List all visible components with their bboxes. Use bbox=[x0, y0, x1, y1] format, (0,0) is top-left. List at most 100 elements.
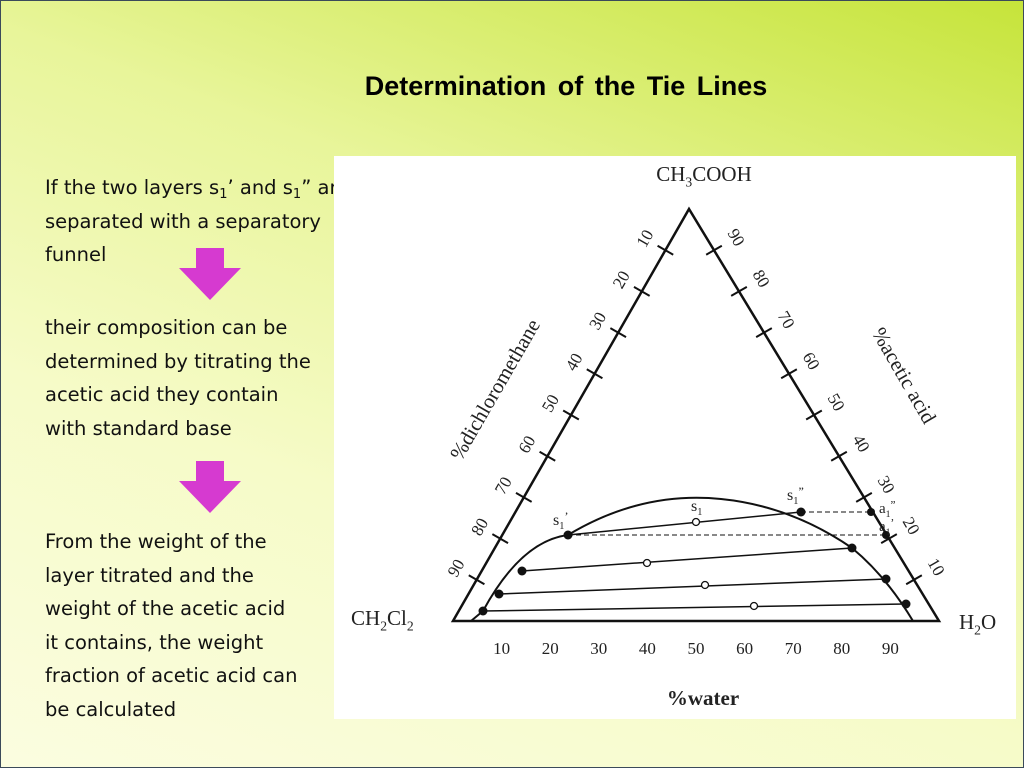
text-run: funnel bbox=[45, 243, 107, 266]
text-run: ’ bbox=[564, 509, 568, 523]
text-line: acetic acid they contain bbox=[45, 378, 311, 412]
tick-label: 30 bbox=[585, 309, 610, 333]
slide-title: Determination of the Tie Lines bbox=[364, 71, 768, 101]
subscript: 1 bbox=[886, 527, 891, 538]
text-line: weight of the acetic acid bbox=[45, 592, 297, 626]
tick-label: 50 bbox=[688, 639, 705, 658]
point-label: s1’ bbox=[553, 509, 568, 532]
tie-line bbox=[482, 603, 907, 612]
text-run: COOH bbox=[692, 162, 752, 186]
tick-mark bbox=[491, 533, 509, 544]
text-line: funnel bbox=[45, 238, 349, 272]
tick-label: 60 bbox=[736, 639, 753, 658]
down-arrow bbox=[179, 248, 241, 300]
vertex-label: CH2Cl2 bbox=[351, 606, 414, 633]
layer-point bbox=[901, 599, 911, 609]
tick-label: 60 bbox=[799, 349, 824, 373]
text-run: a bbox=[879, 501, 886, 517]
tick-label: 20 bbox=[899, 514, 924, 538]
layer-point bbox=[478, 606, 488, 616]
down-arrow bbox=[179, 461, 241, 513]
text-run: ” bbox=[798, 484, 803, 498]
text-run: s bbox=[691, 498, 697, 515]
text-run: with standard base bbox=[45, 416, 232, 440]
axis-label: %water bbox=[667, 686, 739, 710]
text-run: CH bbox=[656, 162, 685, 186]
tick-label: 80 bbox=[749, 267, 774, 291]
layer-point bbox=[494, 589, 504, 599]
vertex-label: H2O bbox=[959, 610, 996, 637]
text-run: fraction of acetic acid can bbox=[45, 664, 298, 687]
text-run: a bbox=[879, 519, 886, 535]
binodal-curve bbox=[470, 496, 914, 622]
mixture-point bbox=[749, 601, 759, 611]
subscript: 3 bbox=[685, 174, 692, 189]
layer-point bbox=[517, 566, 527, 576]
text-run: If the two layers s bbox=[45, 176, 220, 199]
tick-label: 50 bbox=[538, 391, 563, 415]
text-run: weight of the acetic acid bbox=[45, 597, 286, 620]
mixture-point bbox=[642, 558, 652, 568]
point-label: a1” bbox=[879, 500, 896, 520]
vertex-label: CH3COOH bbox=[656, 162, 752, 189]
text-run: Cl bbox=[387, 606, 407, 630]
tick-mark bbox=[539, 450, 556, 462]
tick-mark bbox=[515, 492, 533, 503]
text-run: determined by titrating the bbox=[45, 349, 311, 373]
text-run: From the weight of the bbox=[45, 530, 267, 553]
text-line: it contains, the weight bbox=[45, 626, 297, 660]
layer-point bbox=[847, 543, 857, 553]
subscript: 2 bbox=[974, 622, 981, 637]
point-label: a1’ bbox=[879, 518, 894, 538]
tick-label: 10 bbox=[924, 555, 949, 579]
tick-label: 30 bbox=[590, 639, 607, 658]
text-run: ’ and s bbox=[227, 176, 293, 199]
tick-label: 80 bbox=[833, 639, 850, 658]
text-run: H bbox=[959, 610, 974, 634]
text-run: acetic acid they contain bbox=[45, 383, 279, 406]
text-run: ” bbox=[891, 500, 896, 512]
mixture-point bbox=[691, 517, 701, 527]
text-block: If the two layers s1’ and s1” are separat… bbox=[45, 171, 349, 272]
text-run: s bbox=[787, 487, 793, 504]
point-label: s1 bbox=[691, 498, 702, 518]
tick-label: 70 bbox=[491, 474, 516, 498]
text-block: their composition can be determined by ti… bbox=[45, 311, 311, 445]
point bbox=[867, 508, 875, 516]
subscript: 1 bbox=[292, 187, 302, 202]
tick-mark bbox=[657, 244, 674, 256]
tick-mark bbox=[609, 327, 627, 338]
tick-label: 40 bbox=[849, 431, 874, 455]
text-run: their composition can be bbox=[45, 316, 288, 339]
diagram-panel bbox=[334, 156, 1016, 719]
text-block: From the weight of the layer titrated and… bbox=[45, 525, 297, 726]
subscript: 1 bbox=[219, 187, 228, 202]
tick-label: 20 bbox=[542, 639, 559, 658]
tick-mark bbox=[805, 409, 823, 421]
text-run: CH bbox=[351, 606, 380, 630]
text-run: s bbox=[553, 512, 559, 529]
tick-mark bbox=[730, 286, 748, 297]
text-line: determined by titrating the bbox=[45, 345, 311, 379]
subscript: 1 bbox=[697, 507, 702, 518]
text-run: ’ bbox=[891, 518, 895, 530]
text-line: From the weight of the bbox=[45, 525, 297, 559]
tick-label: 90 bbox=[882, 639, 899, 658]
text-line: separated with a separatory bbox=[45, 205, 349, 239]
tie-line bbox=[567, 511, 802, 536]
layer-point bbox=[881, 574, 891, 584]
tick-mark bbox=[905, 574, 923, 586]
point-label: s1” bbox=[787, 484, 804, 507]
tick-label: 60 bbox=[514, 432, 539, 456]
tick-label: 90 bbox=[444, 556, 469, 580]
tick-label: 10 bbox=[632, 226, 657, 250]
tick-label: 50 bbox=[824, 390, 849, 414]
tick-label: 40 bbox=[562, 350, 587, 374]
tick-mark bbox=[830, 450, 848, 462]
tick-label: 90 bbox=[724, 225, 749, 249]
tick-mark bbox=[755, 327, 773, 338]
tie-line bbox=[498, 578, 887, 595]
tick-mark bbox=[586, 368, 603, 380]
